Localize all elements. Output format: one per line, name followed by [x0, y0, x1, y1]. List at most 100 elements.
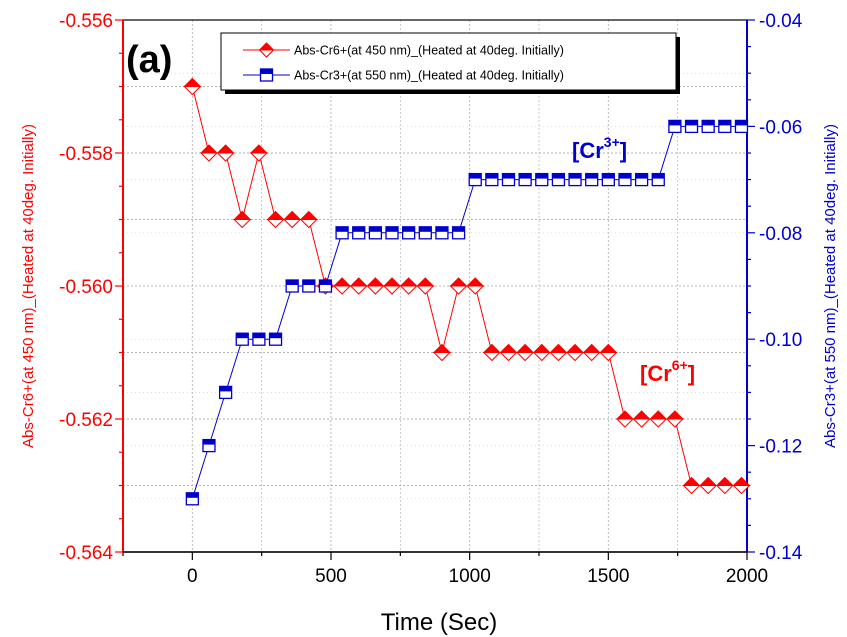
cr6-data-point: [715, 476, 735, 495]
legend-cr3-label: Abs-Cr3+(at 550 nm)_(Heated at 40deg. In…: [294, 69, 564, 83]
series-lines: [191, 86, 742, 499]
cr6-data-point: [482, 343, 502, 362]
legend-cr3-marker-fill: [260, 69, 273, 74]
right-y-tick-label: -0.12: [759, 437, 802, 458]
cr3-data-point: [185, 492, 199, 506]
left-y-tick-label: -0.560: [59, 277, 113, 298]
cr3-data-point: [518, 172, 532, 187]
cr6-data-point: [266, 210, 285, 229]
cr6-data-point: [532, 343, 551, 362]
right-y-tick-label: -0.14: [759, 543, 803, 564]
cr3-data-point: [418, 226, 432, 240]
cr6-data-point: [199, 144, 219, 162]
cr3-data-point: [551, 172, 566, 187]
legend-cr6-marker-lower: [258, 49, 275, 58]
cr3-data-point: [634, 172, 649, 187]
cr3-data-point: [601, 172, 615, 187]
x-tick-label: 0: [187, 566, 198, 587]
right-y-axis-title: Abs-Cr3+(at 550 nm)_(Heated at 40deg. In…: [822, 124, 839, 448]
cr3-data-point: [668, 119, 682, 134]
cr6-data-point: [632, 410, 651, 428]
cr3-data-point: [701, 119, 715, 134]
cr3-data-point: [684, 119, 699, 134]
cr6-data-point: [698, 476, 718, 495]
left-y-axis-title: Abs-Cr6+(at 450 nm)_(Heated at 40deg. In…: [20, 124, 37, 448]
cr6-data-point: [233, 210, 252, 229]
right-y-tick-label: -0.04: [759, 11, 803, 32]
cr6-data-point: [183, 77, 202, 96]
cr3-data-point: [734, 119, 749, 134]
cr3-data-point: [435, 226, 449, 240]
cr6-data-point: [615, 410, 635, 428]
cr3-data-point: [235, 332, 249, 346]
left-y-tick-label: -0.558: [59, 144, 113, 165]
cr3-data-point: [501, 172, 516, 187]
cr6-data-point: [366, 277, 385, 295]
x-tick-label: 2000: [726, 566, 768, 587]
cr3-data-point: [651, 172, 665, 187]
cr6-data-point: [449, 277, 468, 295]
cr6-data-point: [432, 343, 452, 362]
cr3-data-point: [252, 332, 266, 346]
cr3-data-point: [202, 438, 216, 453]
cr3-data-point: [385, 226, 399, 240]
cr6-data-point: [349, 277, 368, 295]
cr6-data-point: [682, 476, 701, 495]
cr6-data-point: [549, 343, 568, 362]
cr6-data-point: [515, 343, 535, 362]
right-y-tick-label: -0.10: [759, 330, 802, 351]
grid-lines: [122, 20, 747, 552]
cr6-data-point: [732, 476, 751, 495]
cr3-data-point: [268, 332, 283, 346]
cr6-data-point: [665, 410, 685, 428]
cr6-data-point: [582, 343, 601, 362]
cr6-data-point: [399, 277, 418, 295]
x-tick-label: 1500: [587, 566, 629, 587]
x-axis-title: Time (Sec): [381, 609, 497, 636]
cr6-data-point: [216, 144, 235, 162]
cr6-data-point: [466, 277, 485, 295]
cr3-data-point: [368, 226, 383, 240]
left-y-tick-label: -0.564: [59, 543, 113, 564]
cr3-data-point: [352, 226, 366, 240]
right-y-tick-label: -0.08: [759, 224, 802, 245]
annotation-cr3: [Cr3+]: [572, 134, 627, 163]
cr3-data-point: [618, 172, 632, 187]
legend-cr6-label: Abs-Cr6+(at 450 nm)_(Heated at 40deg. In…: [294, 44, 564, 58]
cr6-data-point: [599, 343, 618, 362]
cr6-data-point: [565, 343, 585, 362]
cr6-data-point: [382, 277, 402, 295]
legend: Abs-Cr6+(at 450 nm)_(Heated at 40deg. In…: [220, 32, 680, 94]
cr6-data-point: [332, 277, 352, 295]
legend-box: [220, 32, 677, 91]
cr3-data-point: [485, 172, 499, 187]
cr3-data-point: [318, 279, 333, 293]
cr6-data-point: [499, 343, 518, 362]
cr3-data-point: [718, 119, 732, 134]
cr3-data-point: [335, 226, 349, 240]
cr3-data-point: [218, 385, 233, 400]
left-y-tick-label: -0.562: [59, 410, 113, 431]
cr6-data-point: [299, 210, 319, 229]
cr3-data-point: [285, 279, 299, 293]
series-line-cr3: [191, 125, 742, 499]
cr6-data-point: [416, 277, 435, 295]
annotation-cr6: [Cr6+]: [640, 357, 695, 386]
left-y-tick-label: -0.556: [59, 11, 113, 32]
panel-label: (a): [126, 39, 172, 81]
cr6-data-point: [282, 210, 302, 229]
x-tick-label: 1000: [449, 566, 491, 587]
cr3-data-point: [468, 172, 482, 187]
cr3-data-point: [451, 226, 466, 240]
right-y-tick-label: -0.06: [759, 117, 802, 138]
x-tick-label: 500: [315, 566, 347, 587]
axis-ticks: 0 500 1000 1500 2000 -0.564 -0.562 -0.560 -0.558…: [59, 11, 803, 587]
cr3-data-point: [302, 279, 316, 293]
cr3-data-point: [585, 172, 599, 187]
cr3-data-point: [402, 226, 416, 240]
cr6-data-point: [649, 410, 668, 428]
series-markers: [183, 77, 751, 506]
cr3-data-point: [535, 172, 549, 187]
cr3-data-point: [568, 172, 582, 187]
